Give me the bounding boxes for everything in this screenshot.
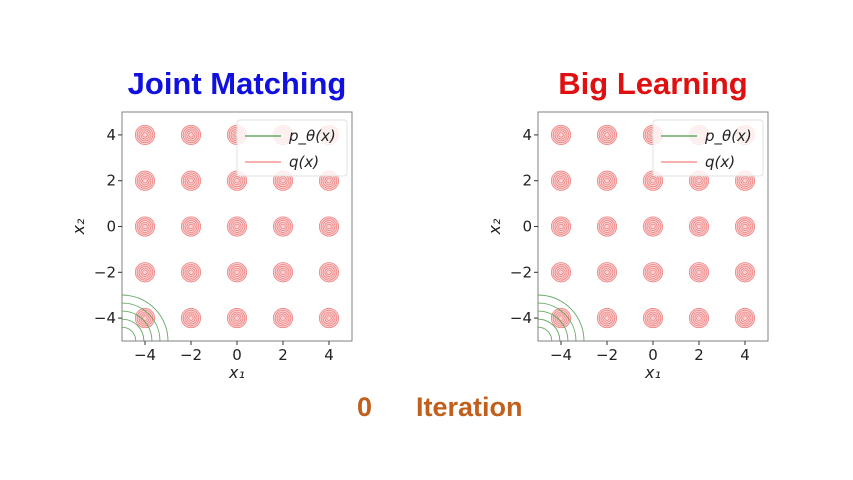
q-mode <box>550 262 572 283</box>
y-tick-label: 2 <box>522 172 532 190</box>
legend: p_θ(x) q(x) <box>236 119 348 177</box>
x-tick-label: 2 <box>694 346 704 364</box>
y-tick-label: 4 <box>522 126 532 144</box>
iteration-footer: 0 Iteration <box>0 392 853 428</box>
x-tick-label: −2 <box>180 346 202 364</box>
q-mode <box>180 124 202 145</box>
q-mode <box>550 170 572 191</box>
q-mode <box>134 124 156 145</box>
q-mode <box>734 262 756 283</box>
x-axis-label: x₁ <box>644 363 661 382</box>
q-mode <box>272 308 294 329</box>
x-tick-label: 2 <box>278 346 288 364</box>
y-tick-label: −4 <box>510 309 532 327</box>
q-mode <box>180 216 202 237</box>
iteration-label: Iteration <box>416 392 523 422</box>
y-tick-label: 0 <box>106 218 116 236</box>
q-mode <box>734 216 756 237</box>
x-tick-label: 4 <box>740 346 750 364</box>
q-mode <box>226 308 248 329</box>
q-mode <box>642 308 664 329</box>
right-chart-title: Big Learning <box>558 66 748 101</box>
q-mode <box>134 308 156 329</box>
q-mode <box>318 216 340 237</box>
x-axis-label: x₁ <box>228 363 245 382</box>
q-mode <box>596 124 618 145</box>
q-mode <box>642 262 664 283</box>
x-tick-label: 0 <box>232 346 242 364</box>
q-mode <box>318 308 340 329</box>
q-mode <box>134 170 156 191</box>
iteration-value: 0 <box>357 392 373 422</box>
q-mode <box>180 308 202 329</box>
q-mode <box>272 262 294 283</box>
q-mode <box>180 170 202 191</box>
y-tick-label: −2 <box>94 263 116 281</box>
q-mode <box>226 262 248 283</box>
q-mode <box>596 170 618 191</box>
y-tick-label: 2 <box>106 172 116 190</box>
y-tick-label: 4 <box>106 126 116 144</box>
x-tick-label: −2 <box>596 346 618 364</box>
legend-label: q(x) <box>289 153 319 171</box>
q-mode <box>596 308 618 329</box>
y-axis-label: x₂ <box>485 218 504 235</box>
q-mode <box>550 124 572 145</box>
q-mode <box>734 308 756 329</box>
legend-label: p_θ(x) <box>704 127 752 146</box>
q-mode <box>134 216 156 237</box>
x-tick-label: 0 <box>648 346 658 364</box>
q-mode <box>596 216 618 237</box>
y-tick-label: −2 <box>510 263 532 281</box>
x-tick-label: −4 <box>134 346 156 364</box>
q-mode <box>688 262 710 283</box>
q-mode <box>272 216 294 237</box>
q-mode <box>318 262 340 283</box>
legend-label: q(x) <box>705 153 735 171</box>
q-mode <box>596 262 618 283</box>
x-tick-label: 4 <box>324 346 334 364</box>
legend-label: p_θ(x) <box>288 127 336 146</box>
legend: p_θ(x) q(x) <box>652 119 764 177</box>
y-tick-label: −4 <box>94 309 116 327</box>
y-tick-label: 0 <box>522 218 532 236</box>
q-mode <box>180 262 202 283</box>
q-mode <box>134 262 156 283</box>
left-chart-title: Joint Matching <box>127 66 347 101</box>
q-mode <box>688 216 710 237</box>
q-mode <box>642 216 664 237</box>
x-tick-label: −4 <box>550 346 572 364</box>
y-axis-label: x₂ <box>69 218 88 235</box>
q-mode <box>226 216 248 237</box>
q-mode <box>688 308 710 329</box>
q-mode <box>550 216 572 237</box>
